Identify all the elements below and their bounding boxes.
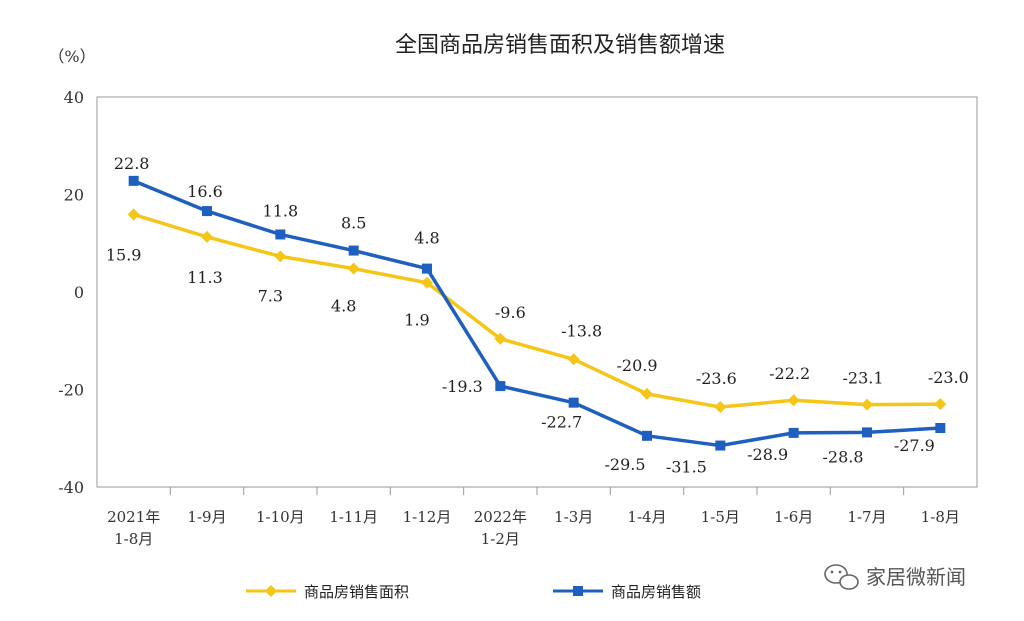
- data-point-amount: [568, 397, 579, 408]
- legend-label-area: 商品房销售面积: [304, 583, 409, 601]
- x-tick-label: 1-9月: [187, 508, 226, 526]
- data-label-area: -20.9: [616, 356, 657, 375]
- y-tick-label: -20: [58, 381, 84, 400]
- series-line-0: [133, 212, 941, 409]
- data-point-amount: [128, 175, 139, 186]
- data-point-area: [787, 394, 800, 407]
- data-point-amount: [348, 245, 359, 256]
- data-point-area: [347, 262, 360, 275]
- data-point-amount: [202, 206, 212, 217]
- data-label-amount: -22.7: [541, 413, 582, 432]
- data-label-amount: -28.9: [747, 445, 788, 464]
- legend-marker-square: [573, 586, 583, 596]
- x-axis: 2021年 1-8月 1-9月 1-10月 1-11月 1-12月 2022年 1-2月 1-3…: [107, 487, 960, 548]
- x-tick-label: 1-10月: [256, 508, 305, 526]
- y-tick-label: 40: [64, 88, 84, 107]
- x-tick-label: 1-2月: [481, 530, 520, 548]
- y-tick-label: 20: [64, 186, 84, 205]
- data-label-amount: 16.6: [187, 182, 223, 201]
- data-point-amount: [642, 430, 652, 441]
- data-point-amount: [788, 427, 799, 438]
- data-point-amount: [862, 427, 872, 438]
- data-labels: 15.9 11.3 7.3 4.8 1.9 -9.6 -13.8 -20.9 -23.6 -22.…: [106, 154, 969, 477]
- x-tick-label: 1-7月: [847, 508, 886, 526]
- data-label-amount: -19.3: [442, 377, 483, 396]
- legend-item-area: 商品房销售面积: [246, 583, 409, 601]
- data-label-area: 1.9: [404, 311, 429, 330]
- x-tick-label: 1-8月: [921, 508, 960, 526]
- data-point-area: [421, 276, 433, 289]
- data-point-area: [567, 353, 580, 366]
- data-point-amount: [935, 423, 946, 434]
- data-point-area: [861, 398, 873, 411]
- data-label-amount: -28.8: [822, 447, 863, 466]
- data-label-amount: -31.5: [666, 458, 707, 477]
- x-tick-label: 1-5月: [701, 508, 740, 526]
- data-label-area: 15.9: [106, 245, 142, 264]
- data-label-area: 4.8: [331, 297, 356, 316]
- data-point-area: [494, 332, 507, 345]
- data-label-amount: 22.8: [114, 154, 150, 173]
- data-point-area: [934, 398, 947, 411]
- watermark: 家居微新闻: [824, 564, 966, 590]
- data-point-amount: [495, 381, 506, 392]
- data-label-area: -9.6: [495, 303, 526, 322]
- data-label-area: -23.6: [696, 369, 737, 388]
- plot-frame: [96, 96, 978, 488]
- data-label-area: 11.3: [187, 268, 223, 287]
- data-point-area: [274, 250, 287, 263]
- y-axis-unit: （%）: [48, 47, 95, 66]
- x-tick-label: 1-4月: [627, 508, 666, 526]
- data-label-amount: -29.5: [604, 455, 645, 474]
- data-point-area: [127, 208, 140, 221]
- data-label-amount: 11.8: [263, 201, 299, 220]
- data-label-amount: 8.5: [341, 214, 366, 233]
- y-tick-label: 0: [74, 283, 84, 302]
- watermark-text: 家居微新闻: [866, 565, 966, 589]
- data-label-area: -22.2: [769, 364, 810, 383]
- x-tick-label: 1-8月: [114, 530, 153, 548]
- x-tick-label: 1-11月: [329, 508, 378, 526]
- x-tick-label: 2021年: [107, 508, 160, 526]
- data-point-amount: [422, 263, 432, 274]
- data-label-area: -23.1: [842, 369, 883, 388]
- x-tick-label: 2022年: [474, 508, 527, 526]
- data-label-area: -13.8: [561, 321, 602, 340]
- y-tick-label: -40: [58, 478, 84, 497]
- y-axis: 40 20 0 -20 -40: [58, 88, 84, 497]
- chart-title: 全国商品房销售面积及销售额增速: [395, 33, 725, 58]
- data-point-area: [641, 387, 653, 400]
- data-point-area: [714, 401, 727, 414]
- data-label-amount: 4.8: [414, 229, 439, 248]
- data-point-area: [201, 230, 213, 243]
- data-label-area: -23.0: [928, 368, 969, 387]
- wechat-icon: [824, 564, 859, 590]
- data-point-amount: [715, 440, 726, 451]
- series-lines: [127, 175, 947, 451]
- legend: 商品房销售面积 商品房销售额: [246, 583, 701, 601]
- data-label-area: 7.3: [258, 286, 283, 305]
- data-label-amount: -27.9: [894, 436, 935, 455]
- x-tick-label: 1-3月: [554, 508, 593, 526]
- legend-label-amount: 商品房销售额: [611, 583, 701, 601]
- data-point-amount: [275, 229, 286, 240]
- legend-item-amount: 商品房销售额: [553, 583, 701, 601]
- x-tick-label: 1-6月: [774, 508, 813, 526]
- series-line-1: [132, 179, 941, 448]
- legend-marker-diamond: [265, 585, 277, 597]
- x-tick-label: 1-12月: [403, 508, 452, 526]
